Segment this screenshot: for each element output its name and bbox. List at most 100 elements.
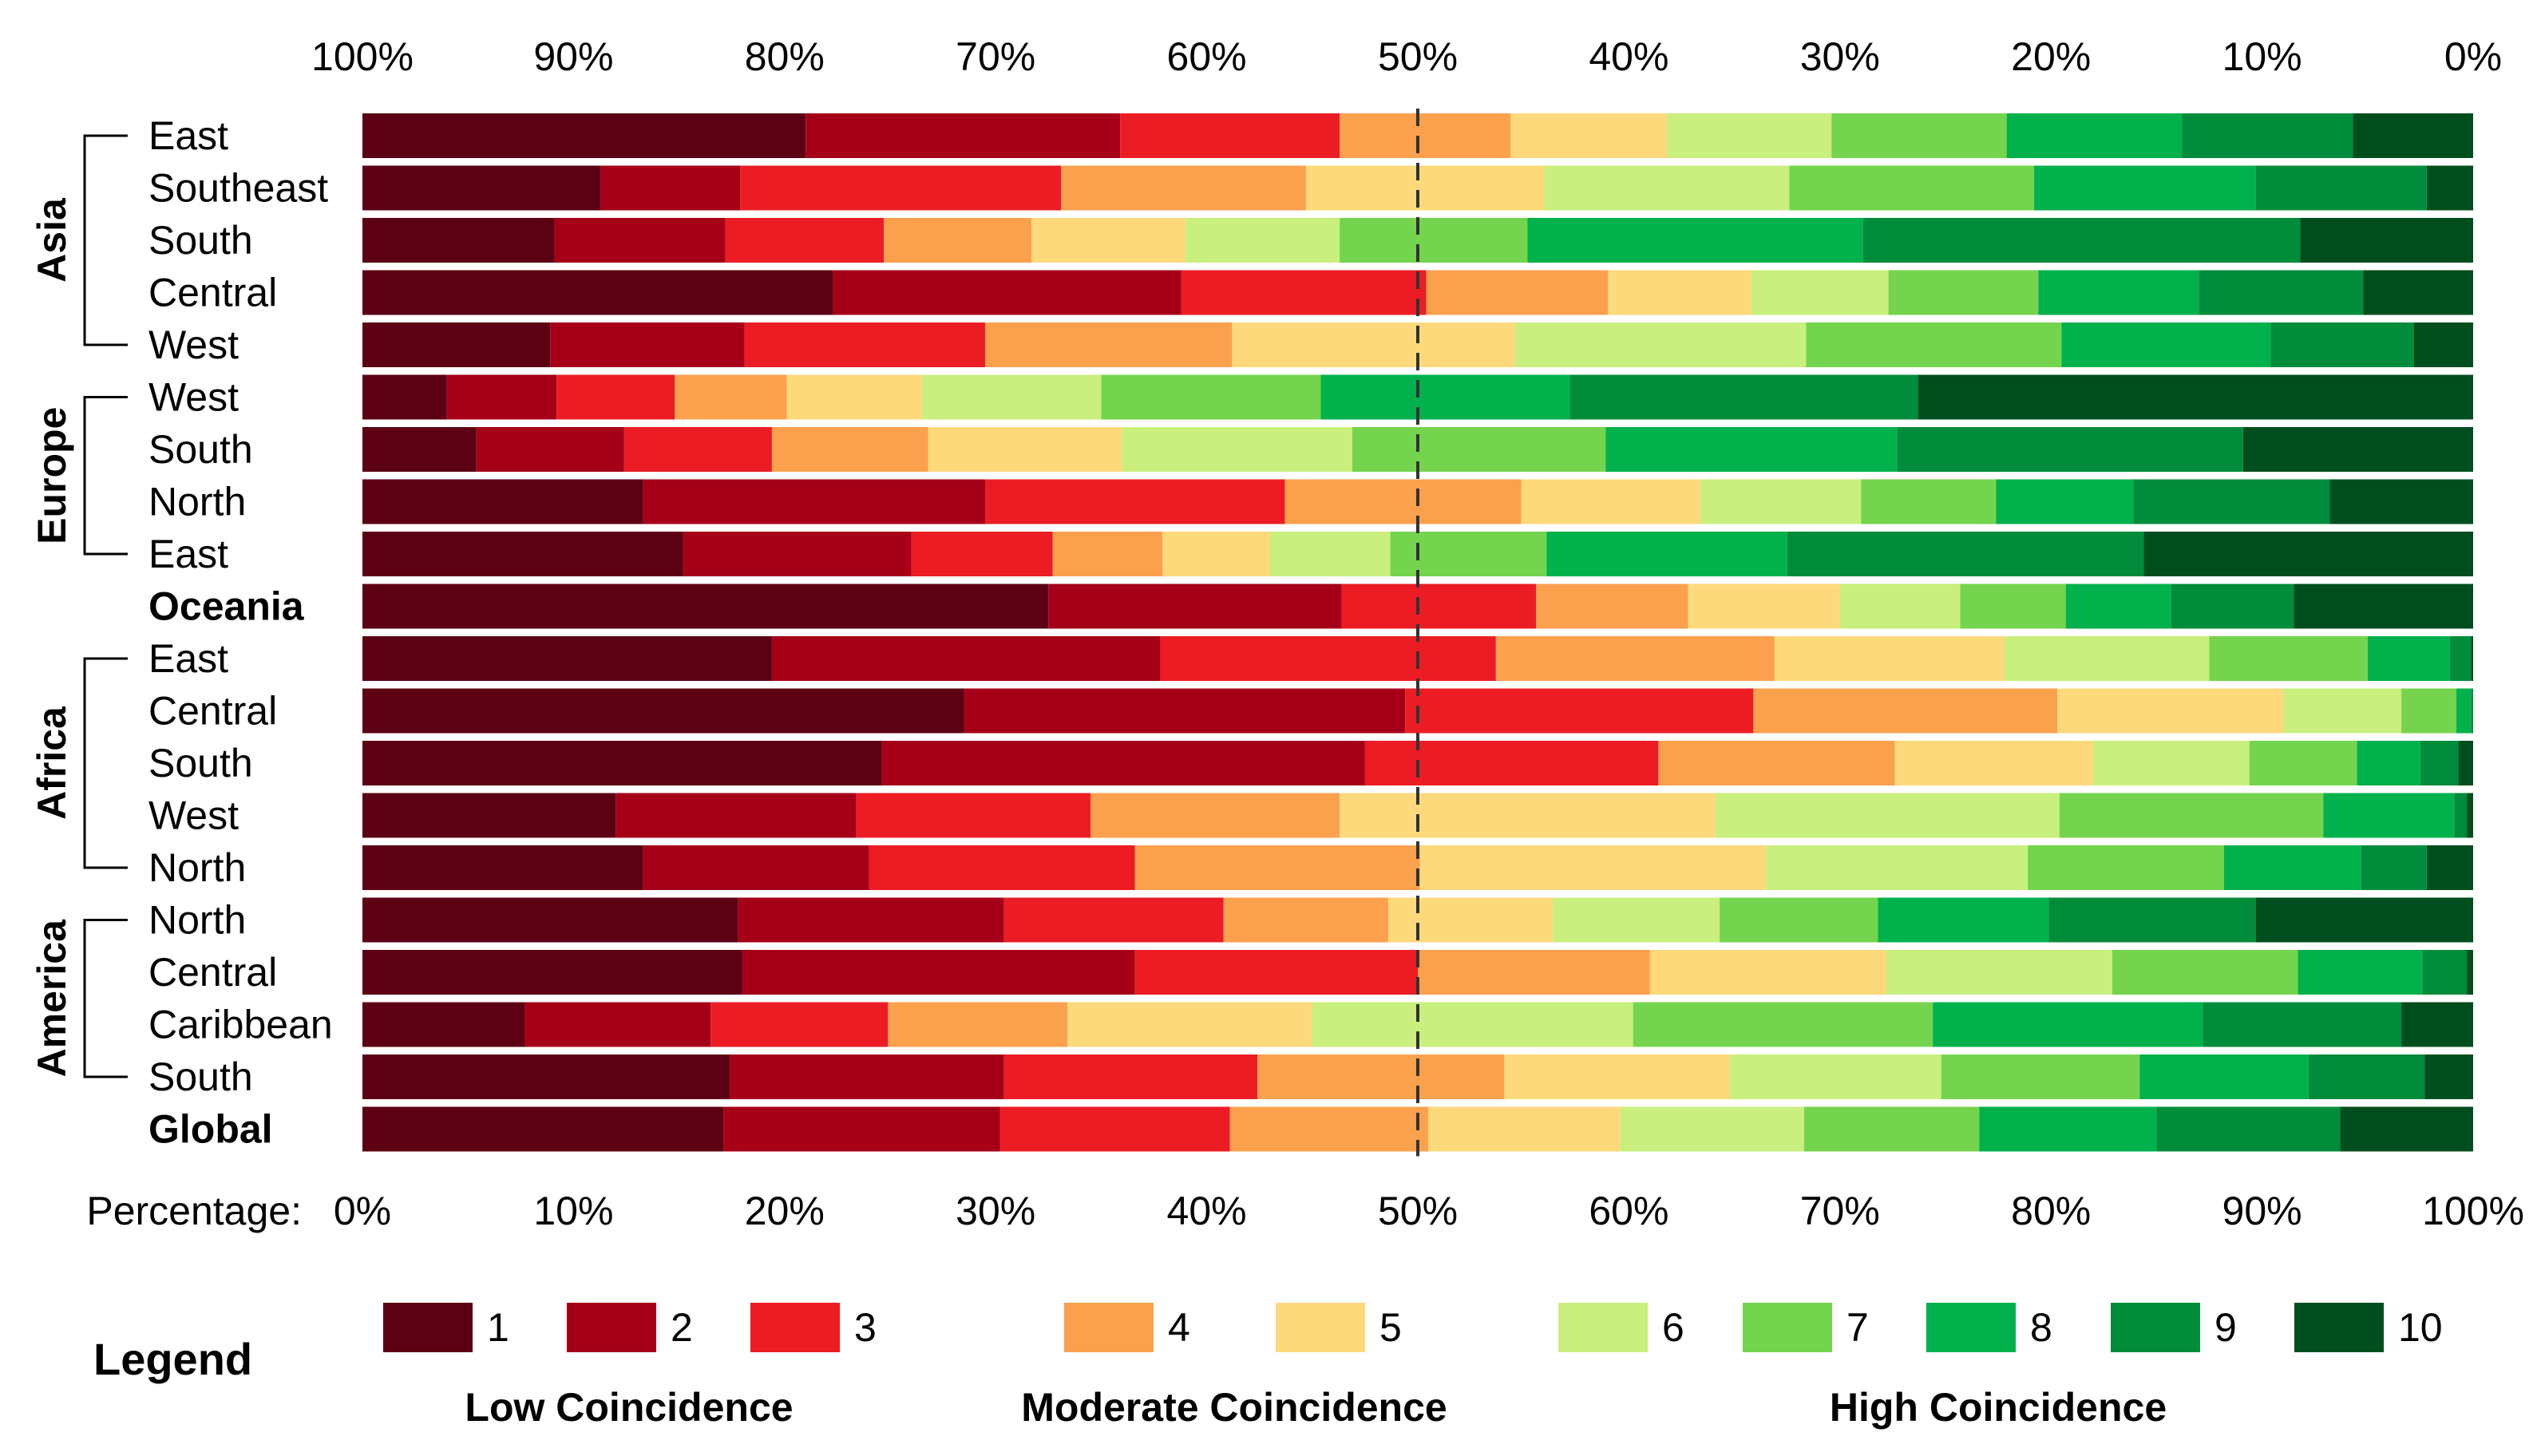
bar-segment-3 — [556, 374, 675, 420]
top-tick-label: 30% — [1800, 34, 1880, 79]
legend-label: 10 — [2398, 1305, 2443, 1350]
bar-segment-1 — [362, 1054, 730, 1099]
bar-segment-8 — [2038, 270, 2199, 315]
bar-segment-2 — [964, 688, 1406, 734]
bar-segment-2 — [683, 532, 912, 576]
row-label: West — [148, 375, 239, 420]
x-axis-label: Percentage: — [86, 1189, 302, 1233]
bar-segment-5 — [1419, 845, 1767, 890]
bar-segment-1 — [362, 427, 477, 472]
top-tick-label: 100% — [311, 34, 414, 79]
row-label: West — [148, 793, 239, 838]
legend-swatch-10 — [2294, 1303, 2384, 1352]
bar-segment-10 — [2426, 165, 2473, 211]
group-bracket — [83, 657, 128, 869]
bar-segment-2 — [738, 897, 1004, 943]
bar-segment-7 — [2249, 741, 2357, 785]
bar-segment-8 — [2006, 113, 2183, 158]
bar-segment-9 — [2449, 636, 2472, 681]
group-label: Africa — [30, 706, 74, 820]
bar-segment-9 — [2308, 1054, 2425, 1099]
row-label: Oceania — [148, 584, 305, 629]
bar-segment-6 — [1730, 1054, 1941, 1099]
legend: Legend 1 2 3 4 5 6 7 8 9 10 Low Coincidence Moderat… — [93, 1303, 2443, 1430]
bar-segment-3 — [710, 1002, 889, 1047]
bar-segment-8 — [2034, 165, 2256, 211]
bar-segment-6 — [1715, 793, 2060, 838]
bar-segment-6 — [1185, 218, 1340, 263]
bar-segment-4 — [1090, 793, 1340, 838]
bottom-tick-label: 80% — [2011, 1189, 2091, 1233]
row-labels: East Southeast South Central West West South No… — [148, 113, 333, 1152]
bar-segment-3 — [911, 532, 1053, 576]
bar-segment-6 — [2283, 688, 2402, 734]
row-label: South — [148, 218, 253, 263]
bar-segment-6 — [1666, 113, 1832, 158]
legend-label: 4 — [1168, 1305, 1190, 1350]
bar-segment-8 — [2456, 688, 2472, 734]
bar-segment-7 — [1803, 1106, 1980, 1152]
bar-segment-10 — [2363, 270, 2473, 315]
bar-segment-5 — [1774, 636, 2005, 681]
row-label: North — [148, 898, 246, 943]
bar-segment-10 — [1918, 374, 2473, 420]
bar-segment-4 — [1134, 845, 1420, 890]
bar-segment-10 — [2353, 113, 2473, 158]
bar-segment-6 — [1886, 950, 2112, 995]
bar-segment-10 — [2467, 950, 2473, 995]
bar-segment-2 — [1048, 584, 1342, 629]
bar-segment-2 — [476, 427, 624, 472]
bar-segment-3 — [1341, 584, 1537, 629]
bar-segment-6 — [1620, 1106, 1804, 1152]
bar-segment-3 — [856, 793, 1091, 838]
bar-segment-5 — [1067, 1002, 1312, 1047]
row-label: North — [148, 845, 246, 890]
bar-segment-7 — [1101, 374, 1321, 420]
bottom-tick-label: 50% — [1378, 1189, 1458, 1233]
bar-segment-9 — [2203, 1002, 2402, 1047]
bar-segment-3 — [1364, 741, 1659, 785]
bar-segment-9 — [1897, 427, 2243, 472]
bar-segment-2 — [881, 741, 1365, 785]
bottom-tick-label: 60% — [1589, 1189, 1668, 1233]
bar-segment-8 — [1527, 218, 1863, 263]
bar-segment-1 — [362, 950, 742, 995]
bar-segment-4 — [1340, 113, 1511, 158]
bar-segment-8 — [2065, 584, 2171, 629]
bar-segment-1 — [362, 165, 601, 211]
bar-segment-1 — [362, 636, 772, 681]
row-label: Caribbean — [148, 1003, 333, 1047]
bar-segment-4 — [771, 427, 928, 472]
bar-segment-4 — [1418, 950, 1650, 995]
bar-segment-10 — [2300, 218, 2473, 263]
bar-segment-9 — [2255, 165, 2427, 211]
legend-swatch-2 — [567, 1303, 656, 1352]
group-brackets: Asia Europe Africa America — [30, 134, 128, 1078]
bar-segment-2 — [771, 636, 1161, 681]
row-label: West — [148, 322, 239, 367]
bar-segment-10 — [2329, 479, 2473, 524]
bar-segment-8 — [1605, 427, 1898, 472]
bar-segment-6 — [1122, 427, 1353, 472]
group-bracket — [83, 919, 128, 1078]
bar-segment-4 — [1223, 897, 1388, 943]
group-bracket — [83, 396, 128, 556]
bar-segment-10 — [2426, 845, 2473, 890]
row-label: East — [148, 532, 228, 576]
bar-segment-3 — [740, 165, 1062, 211]
bar-segment-4 — [1052, 532, 1163, 576]
bar-segment-10 — [2340, 1106, 2473, 1152]
bar-segment-7 — [1789, 165, 2035, 211]
bar-segment-10 — [2294, 584, 2473, 629]
bar-segment-9 — [2361, 845, 2427, 890]
bar-segment-10 — [2143, 532, 2473, 576]
bar-segment-3 — [869, 845, 1135, 890]
bar-segment-5 — [1504, 1054, 1731, 1099]
top-tick-label: 90% — [533, 34, 613, 79]
bar-segment-9 — [2420, 741, 2459, 785]
top-tick-label: 40% — [1589, 34, 1668, 79]
bar-segment-2 — [643, 845, 869, 890]
bar-segment-9 — [1862, 218, 2301, 263]
legend-label: 7 — [1846, 1305, 1869, 1350]
